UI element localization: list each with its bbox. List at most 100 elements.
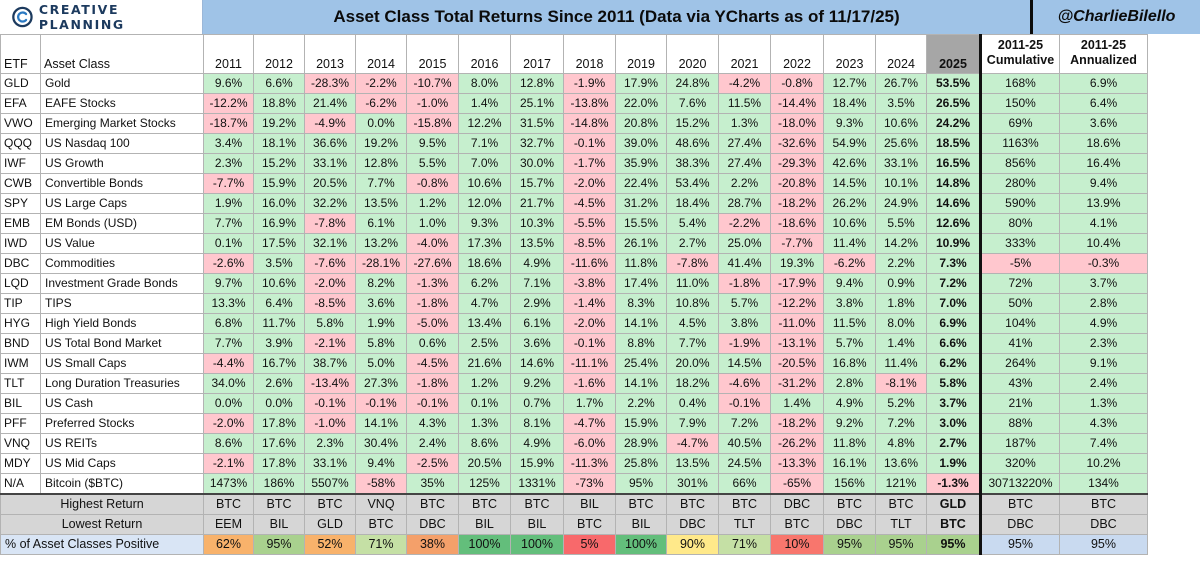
return-cell: 17.8% [253,413,305,434]
return-cell: 2.2% [615,393,667,414]
percent-positive-cell: 95% [1059,534,1148,555]
etf-ticker: HYG [0,313,41,334]
return-cell: 12.7% [823,73,876,94]
return-cell: -1.9% [563,73,616,94]
return-cell: 20.0% [666,353,719,374]
return-cell: -0.1% [355,393,407,414]
percent-positive-cell: 10% [770,534,824,555]
summary-ticker-cell: BTC [770,514,824,535]
summary-ticker-cell: GLD [926,493,981,515]
return-cell: -2.6% [203,253,254,274]
annualized-return-cell: 1.3% [1059,393,1148,414]
cumulative-return-cell: 50% [979,293,1060,314]
return-cell: 54.9% [823,133,876,154]
year-column-header: 2014 [355,34,407,74]
return-cell: -29.3% [770,153,824,174]
return-cell: 0.0% [203,393,254,414]
return-cell: 15.5% [615,213,667,234]
return-cell: -0.1% [406,393,459,414]
return-cell: 6.2% [926,353,981,374]
return-cell: 7.3% [926,253,981,274]
return-cell: 9.7% [203,273,254,294]
return-cell: 31.5% [510,113,564,134]
return-cell: -4.6% [718,373,771,394]
return-cell: 14.2% [875,233,927,254]
return-cell: -65% [770,473,824,495]
return-cell: 7.0% [926,293,981,314]
return-cell: 0.0% [253,393,305,414]
summary-ticker-cell: BTC [253,493,305,515]
highest-return-row: Highest Return BTC BTC BTC VNQ BTC BTC BTC BIL BT… [0,493,1148,515]
return-cell: 28.9% [615,433,667,454]
summary-ticker-cell: EEM [203,514,254,535]
return-cell: 19.2% [253,113,305,134]
summary-ticker-cell: BTC [458,493,511,515]
summary-ticker-cell: BTC [203,493,254,515]
percent-positive-cell: 62% [203,534,254,555]
return-cell: 15.9% [615,413,667,434]
return-cell: 14.1% [615,373,667,394]
return-cell: 1.4% [458,93,511,114]
annualized-return-cell: 2.3% [1059,333,1148,354]
percent-positive-label: % of Asset Classes Positive [0,534,204,555]
return-cell: 5.2% [875,393,927,414]
return-cell: 3.8% [823,293,876,314]
percent-positive-cell: 100% [615,534,667,555]
table-row: TIP TIPS 13.3% 6.4% -8.5% 3.6% -1.8% 4.7% 2.9% -1… [0,293,1148,314]
brand-logo: CREATIVE PLANNING [0,0,203,34]
return-cell: -1.4% [563,293,616,314]
return-cell: 8.2% [355,273,407,294]
return-cell: 4.9% [510,433,564,454]
return-cell: 12.8% [510,73,564,94]
return-cell: 11.4% [875,353,927,374]
return-cell: 6.1% [510,313,564,334]
return-cell: 10.6% [823,213,876,234]
return-cell: 7.2% [926,273,981,294]
summary-label: Lowest Return [0,514,204,535]
return-cell: 2.8% [823,373,876,394]
percent-positive-cell: 5% [563,534,616,555]
return-cell: -17.9% [770,273,824,294]
return-cell: 0.1% [458,393,511,414]
annualized-return-cell: 4.1% [1059,213,1148,234]
return-cell: -0.1% [304,393,356,414]
return-cell: -11.6% [563,253,616,274]
cumulative-return-cell: 21% [979,393,1060,414]
asset-class-name: Investment Grade Bonds [40,273,204,294]
return-cell: 21.4% [304,93,356,114]
etf-ticker: EMB [0,213,41,234]
asset-class-name: US Small Caps [40,353,204,374]
return-cell: 2.4% [406,433,459,454]
return-cell: -31.2% [770,373,824,394]
return-cell: 5.8% [304,313,356,334]
return-cell: 36.6% [304,133,356,154]
return-cell: 4.7% [458,293,511,314]
return-cell: 17.8% [253,453,305,474]
return-cell: 10.6% [875,113,927,134]
return-cell: -2.1% [203,453,254,474]
return-cell: 7.6% [666,93,719,114]
table-row: EMB EM Bonds (USD) 7.7% 16.9% -7.8% 6.1% 1.0% 9… [0,213,1148,234]
return-cell: 24.8% [666,73,719,94]
return-cell: -10.7% [406,73,459,94]
return-cell: 14.1% [615,313,667,334]
return-cell: 32.1% [304,233,356,254]
summary-ticker-cell: BTC [355,514,407,535]
return-cell: 26.1% [615,233,667,254]
percent-positive-cell: 95% [875,534,927,555]
percent-positive-cell: 95% [979,534,1060,555]
return-cell: 1.3% [458,413,511,434]
return-cell: 7.0% [458,153,511,174]
return-cell: 18.6% [458,253,511,274]
return-cell: 2.5% [458,333,511,354]
annualized-return-cell: 10.4% [1059,233,1148,254]
return-cell: 8.0% [458,73,511,94]
return-cell: 11.7% [253,313,305,334]
return-cell: 13.3% [203,293,254,314]
return-cell: 10.3% [510,213,564,234]
return-cell: -2.0% [203,413,254,434]
return-cell: 3.5% [253,253,305,274]
return-cell: 5.4% [666,213,719,234]
annualized-return-cell: -0.3% [1059,253,1148,274]
